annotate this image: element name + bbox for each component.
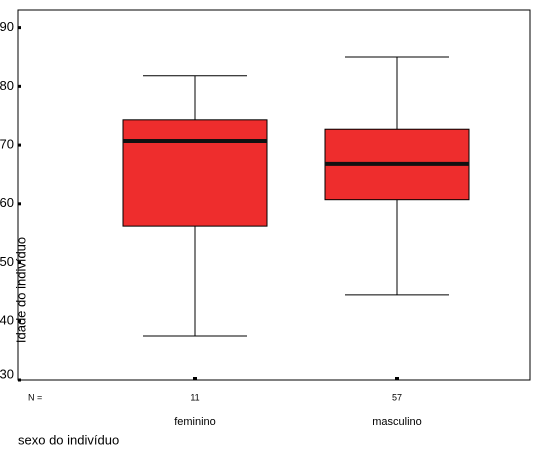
n-count: 57: [392, 392, 402, 402]
y-tick-label: 40: [0, 313, 14, 328]
y-tick-label: 50: [0, 254, 14, 269]
n-count: 11: [190, 392, 199, 402]
plot-frame: [17, 9, 531, 381]
x-tick-label: feminino: [174, 416, 216, 428]
y-tick-label: 80: [0, 78, 14, 93]
y-axis-title: Idade do indivíduo: [13, 237, 28, 343]
y-tick-label: 60: [0, 195, 14, 210]
x-axis-title: sexo do indivíduo: [18, 432, 119, 447]
y-tick-label: 90: [0, 19, 14, 34]
box: [122, 119, 268, 227]
y-tick-label: 30: [0, 366, 14, 381]
x-tick-label: masculino: [372, 416, 422, 428]
n-label: N =: [28, 392, 42, 402]
y-tick-label: 70: [0, 137, 14, 152]
